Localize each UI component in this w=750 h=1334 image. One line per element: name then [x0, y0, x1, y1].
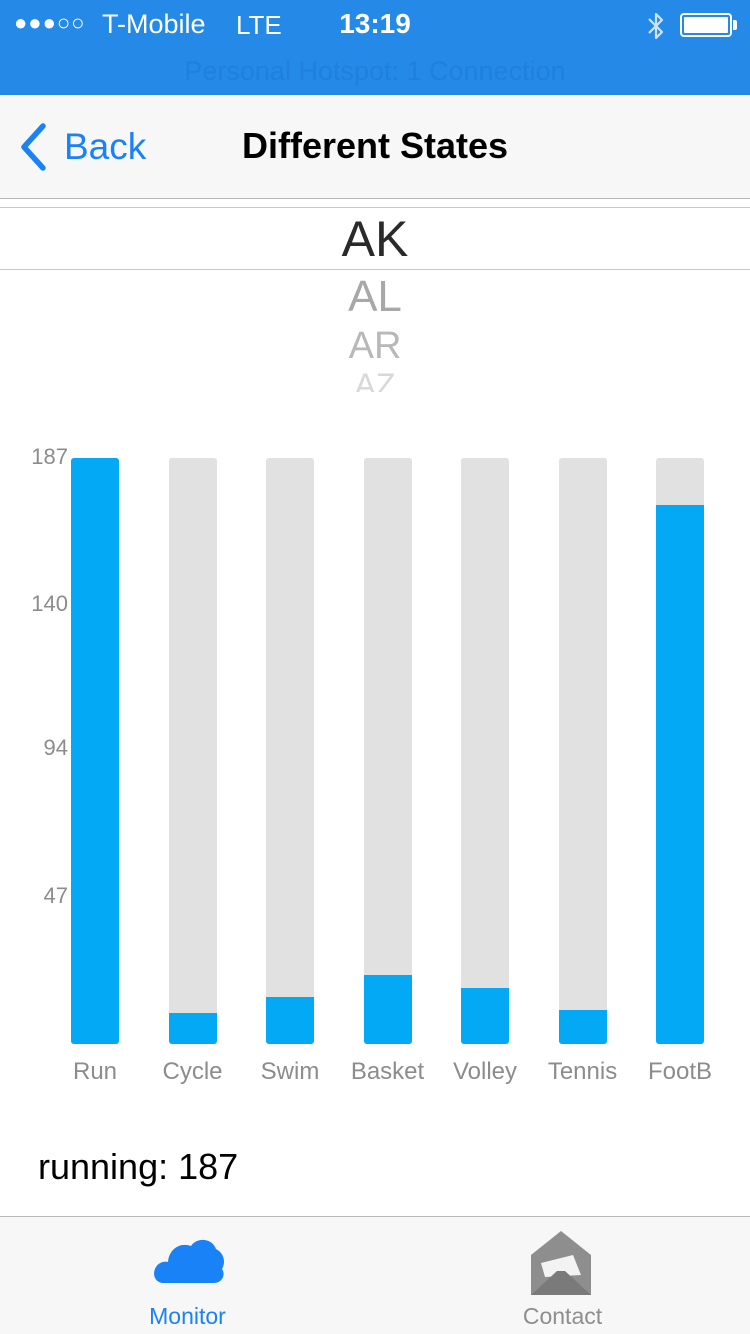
- hotspot-banner[interactable]: Personal Hotspot: 1 Connection: [184, 56, 566, 86]
- y-axis-tick-label: 94: [43, 735, 68, 761]
- tab-monitor[interactable]: Monitor: [0, 1217, 375, 1334]
- picker-divider-top: [0, 207, 750, 208]
- bar-cycle[interactable]: [168, 458, 217, 1044]
- x-axis-label: Volley: [452, 1058, 518, 1085]
- picker-item[interactable]: AL: [348, 272, 402, 321]
- bar-volley[interactable]: [461, 458, 509, 1044]
- y-axis-tick-label: 47: [43, 882, 68, 908]
- bar-fill: [266, 997, 314, 1044]
- cloud-icon: [154, 1239, 224, 1283]
- selected-value-summary: running: 187: [38, 1146, 239, 1187]
- x-axis-label: Cycle: [162, 1058, 223, 1085]
- x-axis-label: FootB: [647, 1058, 713, 1085]
- chevron-left-icon: [21, 123, 46, 171]
- picker-item[interactable]: AZ: [354, 368, 396, 392]
- navigation-bar: Back Different States: [0, 95, 750, 199]
- status-row: ●●●○○ T-Mobile LTE 13:19: [0, 0, 750, 52]
- bar-fill: [168, 1012, 217, 1044]
- tab-contact[interactable]: Contact: [375, 1217, 750, 1334]
- bar-fill: [363, 975, 412, 1044]
- bluetooth-icon: [648, 12, 664, 40]
- picker-divider-bottom: [0, 269, 750, 270]
- bar-fill: [558, 1009, 607, 1044]
- bar-footb[interactable]: [656, 458, 704, 1044]
- signal-strength: ●●●○○: [14, 10, 86, 35]
- bar-fill: [461, 987, 509, 1044]
- picker-item-selected[interactable]: AK: [341, 211, 409, 267]
- tab-label: Monitor: [149, 1303, 226, 1329]
- x-axis-label: Run: [72, 1058, 118, 1085]
- carrier-name: T-Mobile: [102, 9, 206, 39]
- bar-basket[interactable]: [363, 458, 412, 1044]
- picker-item[interactable]: AR: [348, 325, 402, 367]
- y-axis-tick-label: 187: [31, 444, 68, 469]
- bar-fill: [656, 505, 704, 1044]
- bar-run[interactable]: [71, 458, 119, 1044]
- page-title: Different States: [241, 125, 509, 166]
- x-axis-label: Swim: [260, 1058, 320, 1085]
- battery-icon: [680, 13, 732, 37]
- tab-bar: Monitor Contact: [0, 1216, 750, 1334]
- network-type: LTE: [236, 10, 282, 40]
- activity-bar-chart: 187 140 94 47 Run Cycle Swim Basket Volley Tennis…: [0, 420, 750, 1100]
- tab-label: Contact: [522, 1303, 603, 1329]
- x-axis-label: Tennis: [547, 1058, 618, 1085]
- bar-fill: [71, 458, 119, 1044]
- bar-swim[interactable]: [266, 458, 314, 1044]
- clock: 13:19: [339, 8, 411, 39]
- state-picker[interactable]: AK AL AR AZ: [0, 200, 750, 400]
- x-axis-label: Basket: [350, 1058, 425, 1085]
- back-button[interactable]: Back: [18, 121, 168, 173]
- status-bar: ●●●○○ T-Mobile LTE 13:19 Personal Hotspo…: [0, 0, 750, 95]
- y-axis-tick-label: 140: [31, 591, 68, 617]
- back-label: Back: [64, 126, 147, 167]
- envelope-icon: [531, 1231, 591, 1295]
- battery-nub: [733, 20, 737, 30]
- bar-tennis[interactable]: [558, 458, 607, 1044]
